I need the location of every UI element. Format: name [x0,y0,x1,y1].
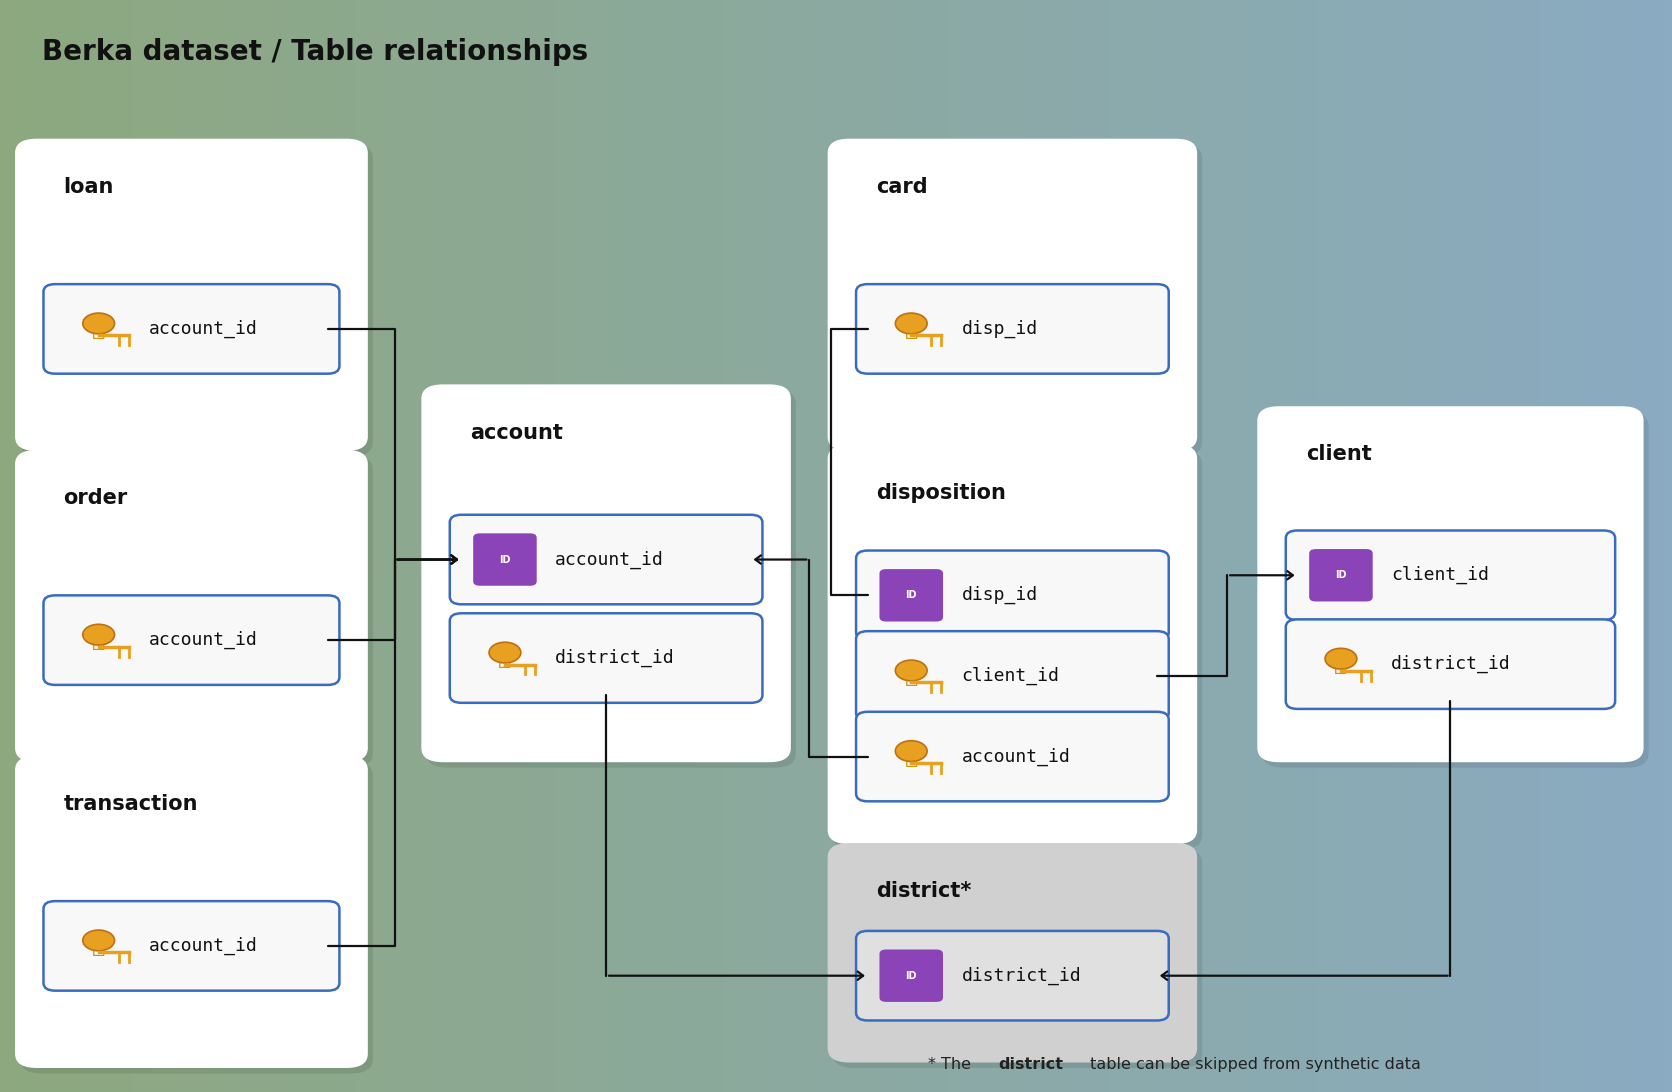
Text: table can be skipped from synthetic data: table can be skipped from synthetic data [1085,1057,1421,1072]
FancyBboxPatch shape [20,455,373,768]
FancyBboxPatch shape [828,139,1197,451]
Text: Berka dataset / Table relationships: Berka dataset / Table relationships [42,38,589,67]
FancyBboxPatch shape [879,950,943,1002]
FancyBboxPatch shape [833,144,1202,456]
FancyBboxPatch shape [856,550,1169,640]
Circle shape [896,660,928,680]
FancyBboxPatch shape [1262,412,1649,768]
FancyBboxPatch shape [43,284,339,373]
Text: ID: ID [906,591,916,601]
Text: disposition: disposition [876,483,1007,502]
FancyBboxPatch shape [450,614,762,703]
Text: ⚿: ⚿ [905,747,918,767]
Text: ID: ID [906,971,916,981]
FancyBboxPatch shape [15,450,368,762]
Text: disp_id: disp_id [961,320,1038,339]
Circle shape [1326,649,1358,669]
Circle shape [82,313,114,334]
Text: client: client [1306,444,1371,464]
Text: order: order [64,488,127,508]
Text: account_id: account_id [149,631,257,650]
Text: ⚿: ⚿ [905,666,918,686]
FancyBboxPatch shape [833,450,1202,850]
Text: client_id: client_id [1391,566,1490,584]
FancyBboxPatch shape [43,595,339,685]
Text: ID: ID [500,555,510,565]
FancyBboxPatch shape [856,930,1169,1020]
Circle shape [896,313,928,334]
Text: account_id: account_id [555,550,664,569]
FancyBboxPatch shape [1286,619,1615,709]
Text: ID: ID [1336,570,1346,580]
FancyBboxPatch shape [20,144,373,456]
Circle shape [896,740,928,761]
FancyBboxPatch shape [1309,549,1373,602]
FancyBboxPatch shape [828,444,1197,844]
Text: card: card [876,177,928,197]
FancyBboxPatch shape [856,631,1169,721]
FancyBboxPatch shape [879,569,943,621]
Text: district_id: district_id [961,966,1082,985]
Text: district*: district* [876,881,971,901]
Circle shape [490,642,522,663]
FancyBboxPatch shape [828,843,1197,1063]
Text: disp_id: disp_id [961,586,1038,605]
Text: client_id: client_id [961,667,1060,685]
FancyBboxPatch shape [20,761,373,1073]
FancyBboxPatch shape [15,756,368,1068]
FancyBboxPatch shape [833,848,1202,1068]
FancyBboxPatch shape [473,533,537,585]
Text: ⚿: ⚿ [92,630,105,650]
FancyBboxPatch shape [856,712,1169,802]
Text: account_id: account_id [149,320,257,339]
Text: account_id: account_id [961,747,1070,765]
Text: ⚿: ⚿ [92,936,105,956]
FancyBboxPatch shape [15,139,368,451]
Circle shape [82,930,114,951]
Text: ⚿: ⚿ [498,648,512,668]
Text: district_id: district_id [555,649,675,667]
Text: district_id: district_id [1391,655,1511,674]
FancyBboxPatch shape [43,901,339,990]
FancyBboxPatch shape [450,514,762,604]
Text: loan: loan [64,177,114,197]
Circle shape [82,625,114,645]
Text: account_id: account_id [149,937,257,956]
FancyBboxPatch shape [856,284,1169,373]
Text: ⚿: ⚿ [1334,654,1348,674]
Text: transaction: transaction [64,794,197,814]
Text: account: account [470,423,563,442]
Text: ⚿: ⚿ [905,319,918,339]
FancyBboxPatch shape [1286,531,1615,620]
FancyBboxPatch shape [421,384,791,762]
Text: ⚿: ⚿ [92,319,105,339]
Text: district: district [998,1057,1063,1072]
FancyBboxPatch shape [1257,406,1644,762]
Text: * The: * The [928,1057,976,1072]
FancyBboxPatch shape [426,390,796,768]
